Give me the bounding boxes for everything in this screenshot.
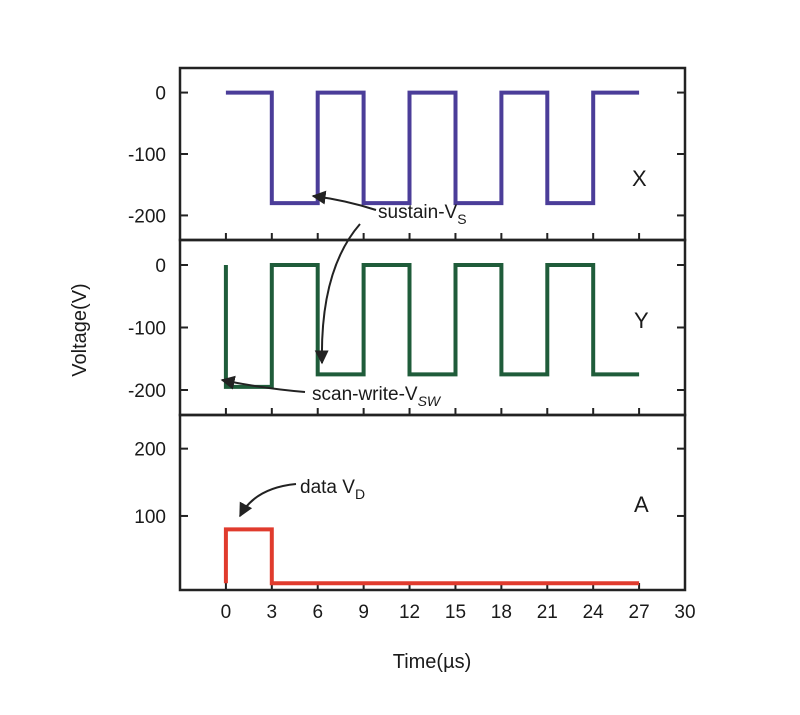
x-tick-label-10: 30 <box>674 602 695 623</box>
panel-label-a: A <box>634 492 649 517</box>
annotation-data: data VD <box>300 477 365 502</box>
y-tick-label-2-0: 200 <box>134 440 166 461</box>
y-tick-label-1-2: -200 <box>128 381 166 402</box>
series-layer <box>223 90 640 586</box>
y-tick-label-0-1: -100 <box>128 145 166 166</box>
annotation-data-sub: D <box>355 486 365 502</box>
arrow-data <box>239 483 297 518</box>
annotation-scan-write-text: scan-write-V <box>312 384 418 405</box>
annotation-scan-write-sub: SW <box>418 393 442 409</box>
y-axis-label: Voltage(V) <box>69 283 91 376</box>
arrow-sustain-x <box>311 190 377 211</box>
annotation-sustain: sustain-VS <box>378 202 467 227</box>
y-tick-label-1-1: -100 <box>128 319 166 340</box>
y-tick-label-1-0: 0 <box>155 256 166 277</box>
panel-label-x: X <box>632 166 647 191</box>
x-tick-label-4: 12 <box>399 602 420 623</box>
x-tick-label-9: 27 <box>629 602 650 623</box>
x-tick-label-2: 6 <box>312 602 323 623</box>
x-tick-label-3: 9 <box>358 602 369 623</box>
x-tick-label-8: 24 <box>583 602 605 623</box>
y-tick-label-0-0: 0 <box>155 84 166 105</box>
x-axis-label: Time(µs) <box>393 651 472 673</box>
annotation-sustain-sub: S <box>457 211 466 227</box>
x-tick-label-7: 21 <box>537 602 558 623</box>
arrow-scan-write <box>220 375 306 393</box>
x-tick-label-1: 3 <box>267 602 278 623</box>
x-tick-label-6: 18 <box>491 602 512 623</box>
annotation-sustain-text: sustain-V <box>378 202 458 223</box>
arrow-sustain-y <box>314 223 361 365</box>
series-line-y <box>223 263 640 389</box>
x-tick-label-5: 15 <box>445 602 466 623</box>
y-tick-label-0-2: -200 <box>128 206 166 227</box>
series-line-x <box>225 90 640 206</box>
ticks-layer: 0 3 6 9 12 15 18 21 24 27 30 0 -100 -200 0 -100 -200 200 1… <box>128 84 696 623</box>
x-tick-label-0: 0 <box>221 602 232 623</box>
panel-frame-a <box>178 413 687 592</box>
annotation-scan-write: scan-write-VSW <box>312 384 442 409</box>
series-line-a <box>223 527 640 586</box>
y-tick-label-2-1: 100 <box>134 507 166 528</box>
annotation-data-text: data V <box>300 477 355 498</box>
panel-label-y: Y <box>634 308 649 333</box>
